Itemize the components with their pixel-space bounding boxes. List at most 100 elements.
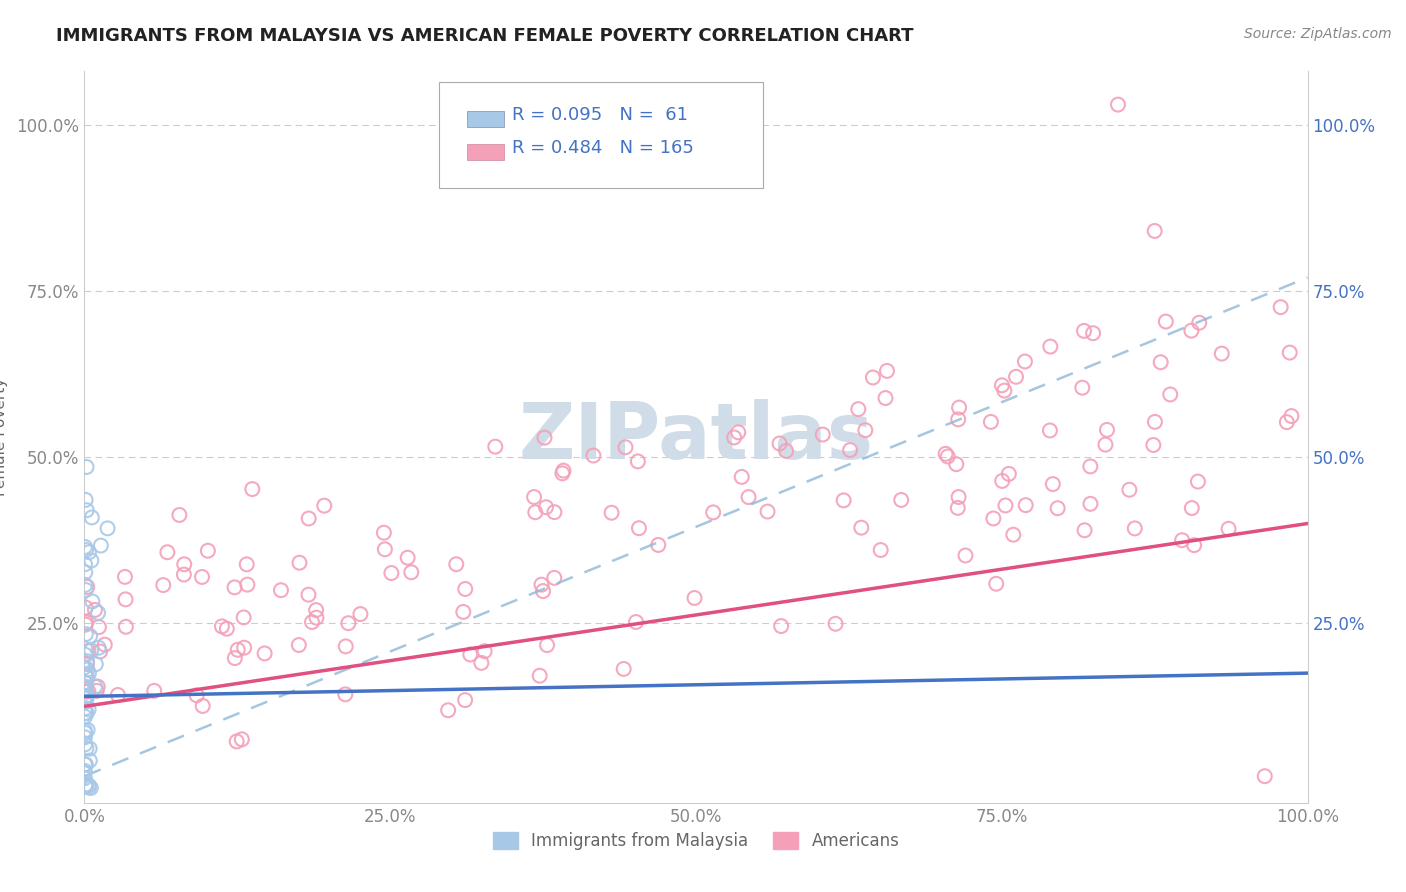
Point <box>453 605 475 619</box>
Point <box>1270 300 1292 314</box>
FancyBboxPatch shape <box>467 111 503 128</box>
Point <box>945 457 967 471</box>
Point <box>75 780 97 794</box>
Point <box>993 384 1015 398</box>
Point <box>288 556 311 570</box>
Point <box>523 490 546 504</box>
Point <box>84 603 107 617</box>
Point <box>76 684 98 698</box>
Point <box>1095 423 1118 437</box>
Point <box>173 558 195 572</box>
Point <box>77 780 100 795</box>
Point <box>297 588 319 602</box>
Point <box>76 663 98 677</box>
Point <box>298 511 321 525</box>
Point <box>1154 314 1177 328</box>
Point <box>1254 769 1277 783</box>
Point <box>1039 340 1062 354</box>
Point <box>1073 523 1095 537</box>
Point <box>301 615 323 629</box>
Point <box>980 415 1002 429</box>
Point <box>373 525 395 540</box>
Point <box>76 671 98 685</box>
Point <box>79 741 101 756</box>
Point <box>77 666 100 681</box>
Point <box>73 709 96 723</box>
Point <box>114 570 136 584</box>
Point <box>1150 355 1173 369</box>
Point <box>770 619 793 633</box>
Point <box>454 582 477 596</box>
Point <box>543 571 565 585</box>
Point <box>89 644 111 658</box>
Point <box>80 780 103 795</box>
Point <box>191 698 214 713</box>
Point <box>1281 409 1303 423</box>
Point <box>186 689 208 703</box>
Point <box>723 430 745 444</box>
Point <box>1005 369 1028 384</box>
Point <box>1071 381 1094 395</box>
Point <box>1171 533 1194 548</box>
Point <box>77 545 100 559</box>
Point <box>76 706 98 721</box>
Point <box>890 492 912 507</box>
Point <box>73 540 96 554</box>
Point <box>529 669 551 683</box>
Point <box>737 490 759 504</box>
Point <box>627 521 650 535</box>
Point <box>73 764 96 778</box>
Point <box>73 660 96 674</box>
Point <box>197 543 219 558</box>
Point <box>76 654 98 668</box>
Point <box>73 675 96 690</box>
Point <box>832 493 855 508</box>
Point <box>75 668 97 682</box>
Point <box>73 731 96 745</box>
Point <box>114 592 136 607</box>
Point <box>75 778 97 792</box>
Point <box>76 741 98 756</box>
Point <box>775 444 797 458</box>
Point <box>94 638 117 652</box>
Point <box>437 703 460 717</box>
Point <box>75 726 97 740</box>
Point <box>225 734 247 748</box>
Point <box>553 464 575 478</box>
Point <box>235 558 257 572</box>
Point <box>396 550 419 565</box>
Point <box>288 638 311 652</box>
Point <box>869 543 891 558</box>
Point <box>1015 498 1038 512</box>
Point <box>536 638 558 652</box>
Point <box>531 584 554 599</box>
Point <box>87 620 110 634</box>
Point <box>80 553 103 567</box>
Point <box>846 402 869 417</box>
Point <box>335 640 357 654</box>
Text: IMMIGRANTS FROM MALAYSIA VS AMERICAN FEMALE POVERTY CORRELATION CHART: IMMIGRANTS FROM MALAYSIA VS AMERICAN FEM… <box>56 27 914 45</box>
Point <box>75 757 97 772</box>
Point <box>90 539 112 553</box>
Point <box>156 545 179 559</box>
Point <box>152 578 174 592</box>
Point <box>991 474 1014 488</box>
Point <box>77 644 100 658</box>
Text: ZIPatlas: ZIPatlas <box>519 399 873 475</box>
Point <box>702 505 724 519</box>
Point <box>756 504 779 518</box>
Point <box>211 619 233 633</box>
Point <box>143 684 166 698</box>
Point <box>169 508 191 522</box>
Point <box>115 620 138 634</box>
Point <box>1080 497 1102 511</box>
Point <box>474 644 496 658</box>
Point <box>1014 354 1036 368</box>
Point <box>337 616 360 631</box>
Text: R = 0.095   N =  61: R = 0.095 N = 61 <box>513 106 689 124</box>
Point <box>551 467 574 481</box>
Point <box>946 412 969 426</box>
Point <box>1081 326 1104 341</box>
Point <box>191 570 214 584</box>
Point <box>75 737 97 751</box>
